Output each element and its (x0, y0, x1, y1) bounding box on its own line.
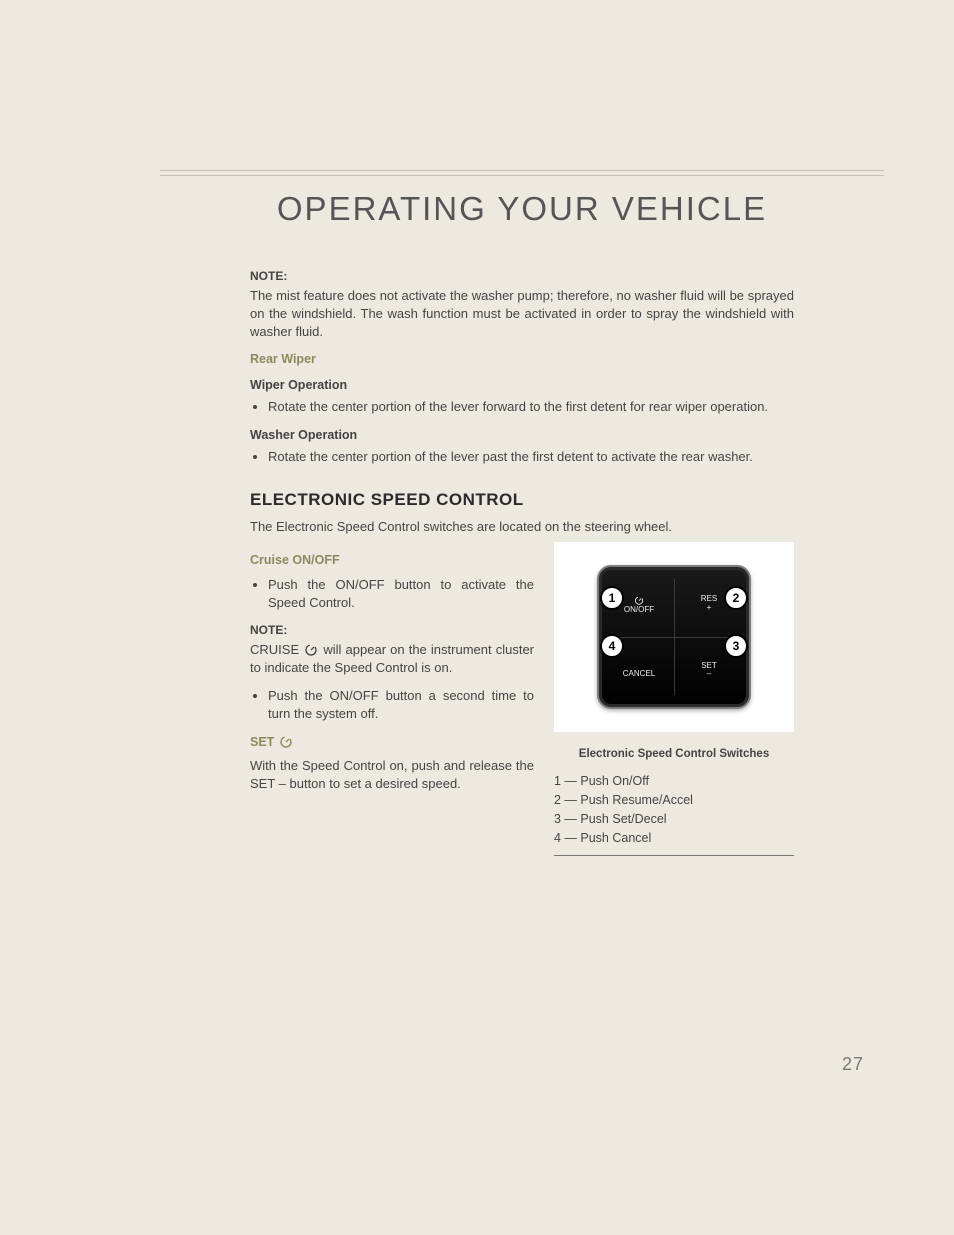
pad-cancel: CANCEL (609, 670, 669, 679)
two-column: Cruise ON/OFF Push the ON/OFF button to … (250, 542, 794, 856)
page-number: 27 (842, 1054, 864, 1075)
washer-op-list: Rotate the center portion of the lever p… (250, 448, 794, 466)
cruise-list-1: Push the ON/OFF button to activate the S… (250, 576, 534, 612)
figure-caption: Electronic Speed Control Switches (554, 746, 794, 762)
cruise-note-a: CRUISE (250, 642, 303, 657)
pad-set: SET – (679, 662, 739, 680)
list-item: Rotate the center portion of the lever p… (268, 448, 794, 466)
set-text: With the Speed Control on, push and rele… (250, 757, 534, 793)
wiper-op-list: Rotate the center portion of the lever f… (250, 398, 794, 416)
legend-item: 1 — Push On/Off (554, 772, 794, 791)
switch-figure: ON/OFF RES + CANCEL SET – 1 2 3 4 (554, 542, 794, 732)
list-item: Rotate the center portion of the lever f… (268, 398, 794, 416)
esc-heading: ELECTRONIC SPEED CONTROL (250, 488, 794, 512)
speedometer-icon (303, 642, 319, 656)
page-content: NOTE: The mist feature does not activate… (160, 268, 884, 856)
figure-legend: 1 — Push On/Off 2 — Push Resume/Accel 3 … (554, 772, 794, 856)
note-text: The mist feature does not activate the w… (250, 287, 794, 342)
left-column: Cruise ON/OFF Push the ON/OFF button to … (250, 542, 534, 856)
speedometer-icon (278, 734, 294, 748)
washer-op-heading: Washer Operation (250, 427, 794, 445)
list-item: Push the ON/OFF button to activate the S… (268, 576, 534, 612)
legend-item: 4 — Push Cancel (554, 829, 794, 848)
cruise-list-2: Push the ON/OFF button a second time to … (250, 687, 534, 723)
legend-item: 2 — Push Resume/Accel (554, 791, 794, 810)
wiper-op-heading: Wiper Operation (250, 377, 794, 395)
list-item: Push the ON/OFF button a second time to … (268, 687, 534, 723)
right-column: ON/OFF RES + CANCEL SET – 1 2 3 4 Electr… (554, 542, 794, 856)
legend-item: 3 — Push Set/Decel (554, 810, 794, 829)
cruise-heading: Cruise ON/OFF (250, 552, 534, 570)
top-rule (160, 170, 884, 176)
rear-wiper-heading: Rear Wiper (250, 351, 794, 369)
set-heading: SET (250, 734, 534, 752)
cruise-note-label: NOTE: (250, 622, 534, 639)
page-title: OPERATING YOUR VEHICLE (160, 190, 884, 228)
esc-intro: The Electronic Speed Control switches ar… (250, 518, 794, 536)
cruise-note-text: CRUISE will appear on the instrument clu… (250, 641, 534, 677)
page: OPERATING YOUR VEHICLE NOTE: The mist fe… (0, 0, 954, 1235)
set-heading-text: SET (250, 735, 274, 749)
note-label: NOTE: (250, 268, 794, 285)
